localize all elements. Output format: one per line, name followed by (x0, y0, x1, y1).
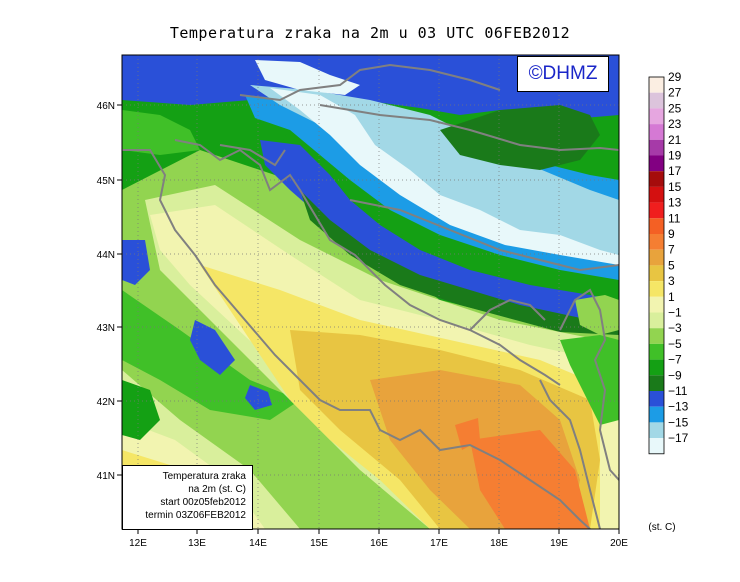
coastline-path (349, 199, 619, 272)
coastline-path (539, 379, 601, 529)
info-line-unit: na 2m (st. C) (188, 484, 246, 495)
legend-swatch (649, 312, 664, 329)
lon-tick-label: 13E (188, 538, 206, 549)
legend-label: −13 (668, 400, 689, 414)
info-line-start: start 00z05feb2012 (160, 497, 246, 508)
lat-tick-label: 45N (97, 176, 115, 187)
coastline-path (122, 149, 591, 529)
legend-label: 27 (668, 86, 682, 100)
lon-tick-label: 16E (370, 538, 388, 549)
coastline-path (239, 63, 501, 102)
legend-unit: (st. C) (648, 522, 675, 533)
temperature-field (122, 55, 619, 529)
legend-swatch (649, 92, 664, 109)
longitude-axis: 12E 13E 14E 15E 16E 17E 18E 19E 20E (129, 529, 628, 549)
legend-label: 25 (668, 101, 682, 115)
legend-swatch (649, 218, 664, 234)
legend-label: 23 (668, 117, 682, 131)
legend-label: 9 (668, 227, 675, 241)
legend-label: 7 (668, 243, 675, 257)
coastline-path (219, 144, 286, 167)
dhmz-watermark: ©DHMZ (517, 56, 609, 92)
coastline-path (174, 139, 561, 386)
coastline-path (469, 298, 546, 331)
legend-swatch (649, 359, 664, 376)
legend-label: −15 (668, 415, 689, 429)
plot-frame (121, 54, 620, 530)
legend-swatch (649, 202, 664, 219)
latitude-axis: 46N 45N 44N 43N 42N 41N (97, 101, 122, 482)
legend-swatch (649, 139, 664, 156)
lon-tick-label: 12E (129, 538, 147, 549)
legend-label: 13 (668, 196, 682, 210)
legend-label: 15 (668, 180, 682, 194)
info-box: Temperatura zraka na 2m (st. C) start 00… (122, 465, 253, 530)
temperature-band-t-p11 (455, 418, 480, 450)
legend-label: 11 (668, 211, 681, 225)
legend-swatch (649, 406, 664, 423)
legend-swatch (649, 422, 664, 439)
temperature-band-t-m7 (440, 105, 600, 170)
temperature-band-t-m3 (122, 110, 200, 155)
coastlines (122, 63, 619, 529)
map-title: Temperatura zraka na 2m u 03 UTC 06FEB20… (169, 24, 571, 42)
legend-label: −7 (668, 353, 682, 367)
legend-label: 21 (668, 133, 682, 147)
lat-tick-label: 46N (97, 101, 115, 112)
lon-tick-label: 14E (249, 538, 267, 549)
lat-lon-grid (122, 55, 619, 529)
legend-swatch (649, 249, 664, 266)
lon-tick-label: 20E (610, 538, 628, 549)
legend-swatch (649, 343, 664, 360)
legend-swatch (649, 124, 664, 140)
legend-label: −9 (668, 368, 682, 382)
temperature-band-t-m5 (122, 380, 160, 440)
legend-label: 1 (668, 290, 675, 304)
legend-swatch (649, 234, 664, 250)
legend-label: −5 (668, 337, 682, 351)
info-line-valid: termin 03Z06FEB2012 (145, 510, 246, 521)
temperature-band-t-m9 (122, 240, 150, 285)
legend-swatch (649, 391, 664, 407)
lon-tick-label: 17E (430, 538, 448, 549)
temperature-band-t-m9 (122, 55, 619, 120)
legend-label: 3 (668, 274, 675, 288)
legend-swatch (649, 375, 664, 391)
coastline-path (559, 288, 619, 481)
legend-label: 5 (668, 258, 675, 272)
lat-tick-label: 42N (97, 397, 115, 408)
lon-tick-label: 19E (550, 538, 568, 549)
legend-label: −17 (668, 431, 689, 445)
legend-swatch (649, 155, 664, 172)
temperature-band-t-m15 (270, 88, 619, 265)
lon-tick-label: 15E (310, 538, 328, 549)
legend-swatch (649, 265, 664, 282)
legend-label: 19 (668, 149, 682, 163)
temperature-band-t-m1 (575, 295, 619, 335)
legend-swatch (649, 171, 664, 187)
coastline-path (319, 104, 619, 152)
lat-tick-label: 44N (97, 250, 115, 261)
legend-label: −1 (668, 306, 682, 320)
legend-swatch (649, 296, 664, 313)
color-legend: 2927252321191715131197531−1−3−5−7−9−11−1… (648, 70, 688, 533)
legend-label: 17 (668, 164, 682, 178)
legend-swatch (649, 328, 664, 344)
info-line-variable: Temperatura zraka (162, 471, 246, 482)
lat-tick-label: 41N (97, 471, 115, 482)
temperature-band-t-m9 (190, 320, 235, 375)
temperature-band-t-m9 (245, 385, 272, 410)
legend-label: −11 (668, 384, 688, 398)
legend-label: 29 (668, 70, 682, 84)
legend-label: −3 (668, 321, 682, 335)
legend-swatch (649, 186, 664, 203)
legend-swatch (649, 281, 664, 297)
legend-frame (648, 76, 665, 455)
lon-tick-label: 18E (490, 538, 508, 549)
legend-swatch (649, 108, 664, 125)
legend-swatch (649, 77, 664, 93)
legend-swatch (649, 438, 664, 454)
lat-tick-label: 43N (97, 323, 115, 334)
